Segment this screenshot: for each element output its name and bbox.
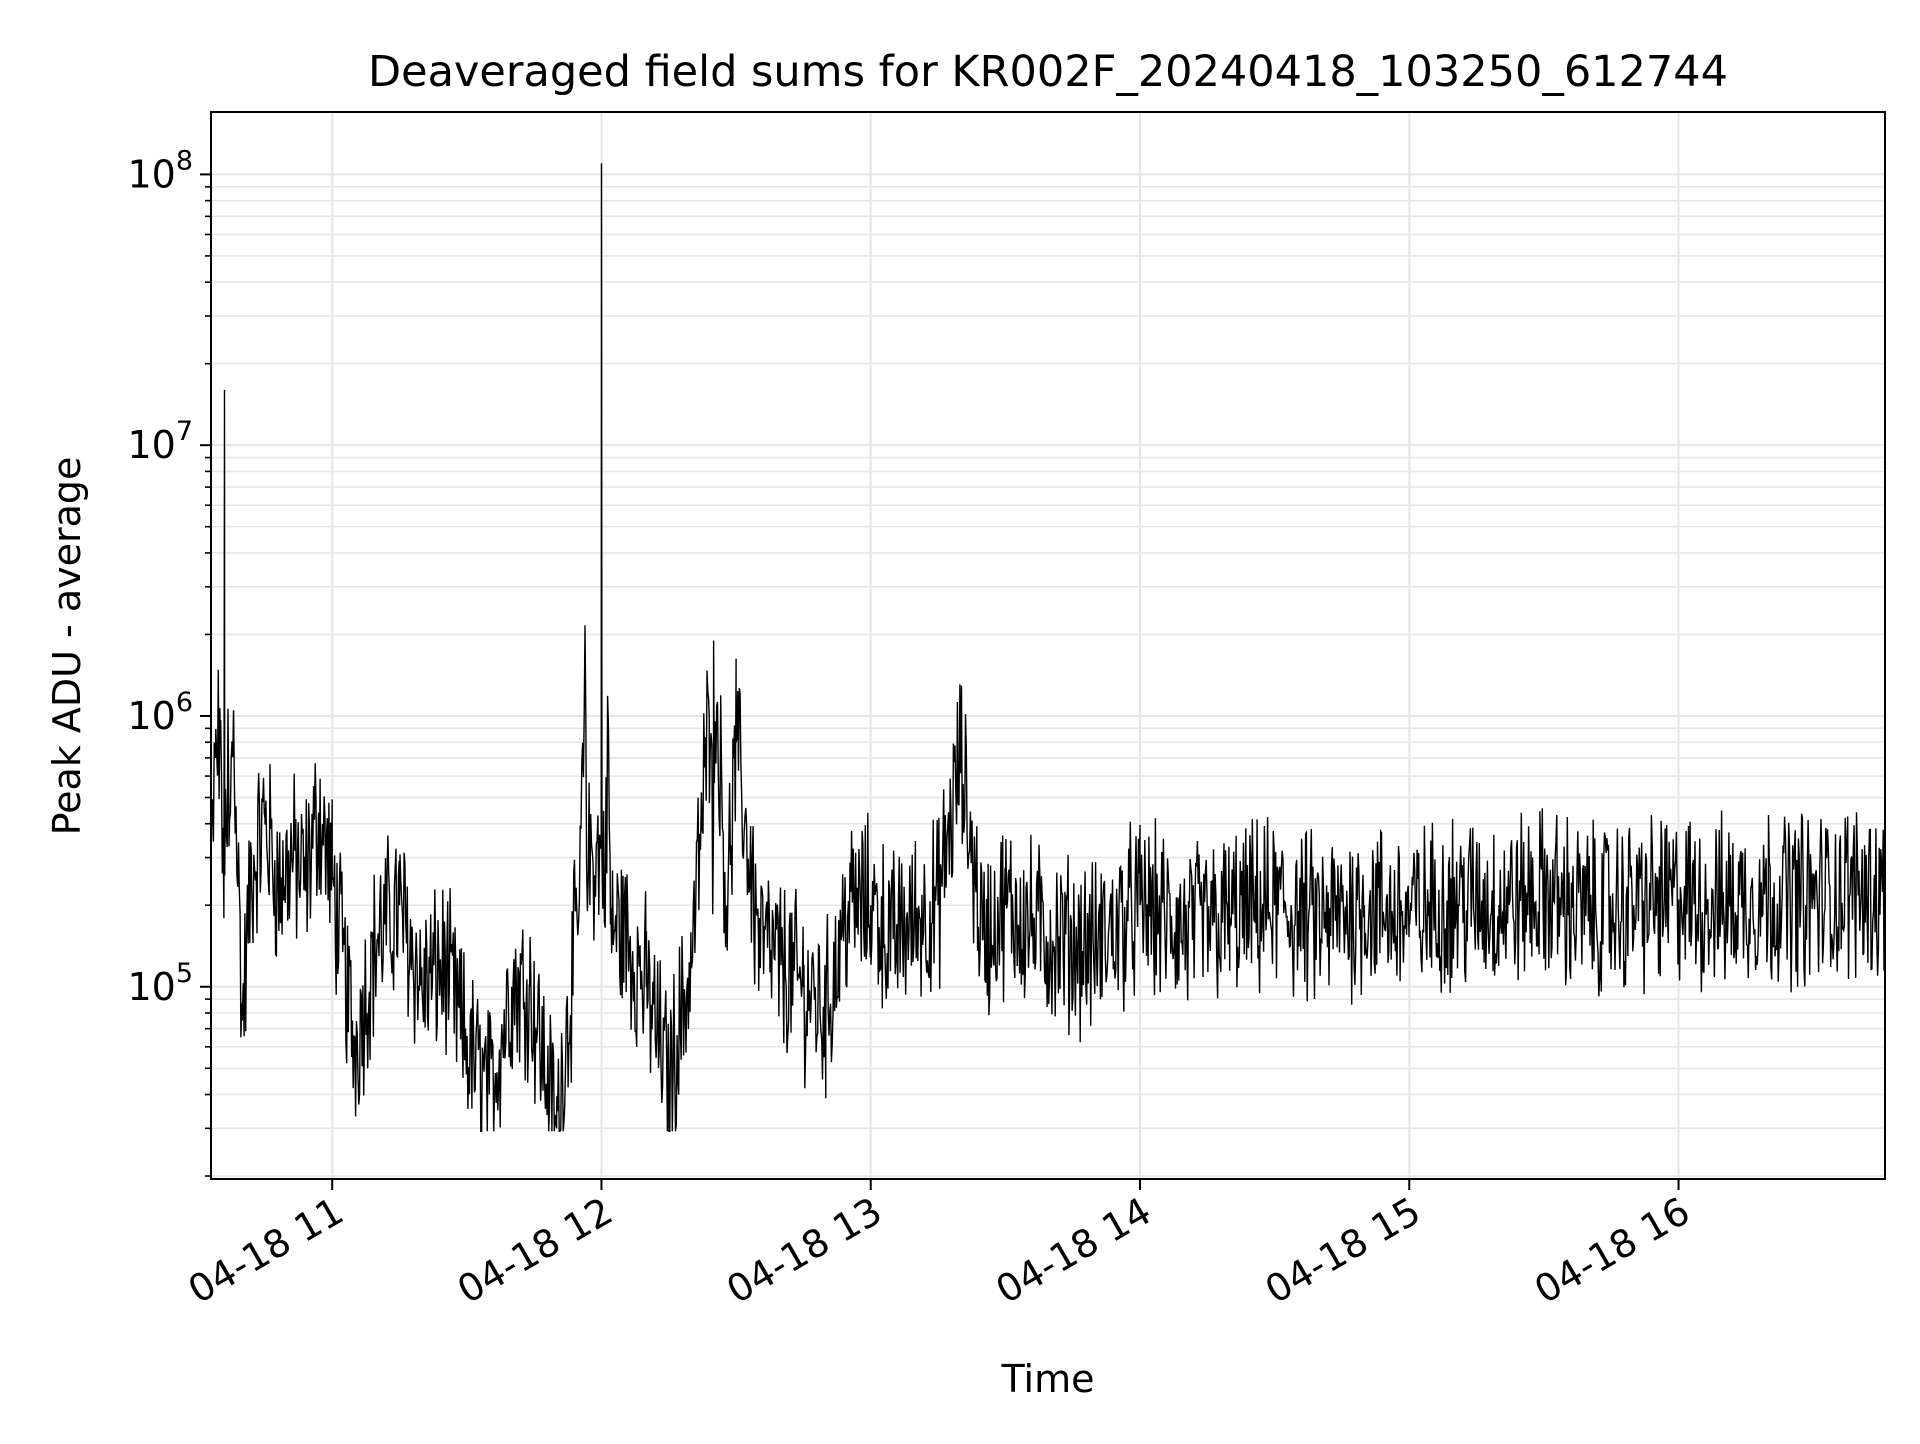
grid-layer [211, 112, 1885, 1179]
chart-title: Deaveraged field sums for KR002F_2024041… [368, 47, 1728, 97]
y-axis-label: Peak ADU - average [45, 457, 89, 836]
x-axis-label: Time [1001, 1357, 1095, 1401]
series-line [210, 163, 1886, 1132]
plot-frame [210, 111, 1886, 1180]
y-tick-label: 108 [127, 145, 193, 196]
series-layer [210, 163, 1886, 1132]
y-tick-label: 106 [127, 687, 193, 738]
y-tick-label: 105 [127, 958, 193, 1009]
y-tick-label: 107 [127, 416, 193, 467]
